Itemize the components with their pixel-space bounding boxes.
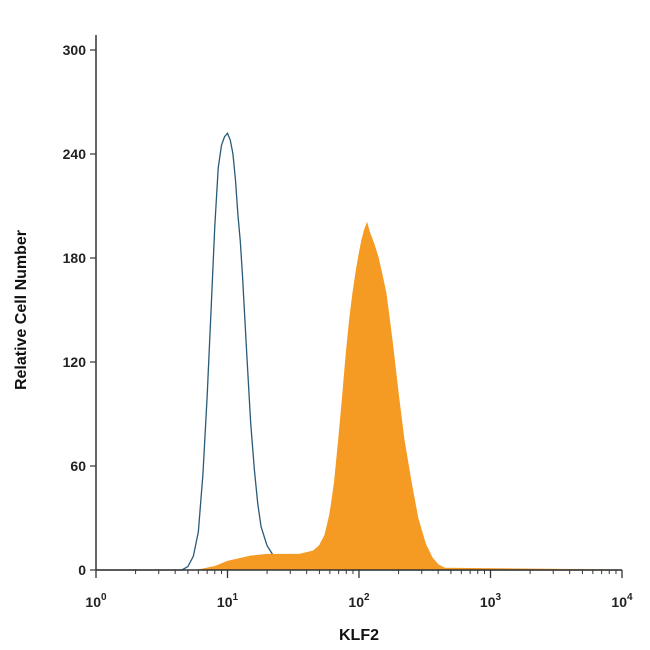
y-axis-title: Relative Cell Number	[13, 230, 30, 390]
y-ticks: 0 60 120 180 240 300	[63, 42, 96, 578]
series-layer	[96, 131, 623, 571]
filled-histogram	[96, 221, 623, 571]
x-tick-label: 100	[85, 592, 107, 610]
x-ticks: 100 101 102 103 104	[85, 570, 633, 610]
y-tick-label: 0	[78, 562, 86, 578]
y-tick-label: 180	[63, 250, 87, 266]
x-axis-title: KLF2	[339, 627, 379, 644]
y-tick-label: 120	[63, 354, 87, 370]
x-tick-label: 104	[611, 592, 633, 610]
x-tick-label: 103	[480, 592, 502, 610]
x-tick-label: 102	[348, 592, 370, 610]
y-tick-label: 300	[63, 42, 87, 58]
y-tick-label: 240	[63, 146, 87, 162]
y-tick-label: 60	[70, 458, 86, 474]
x-tick-label: 101	[217, 592, 239, 610]
